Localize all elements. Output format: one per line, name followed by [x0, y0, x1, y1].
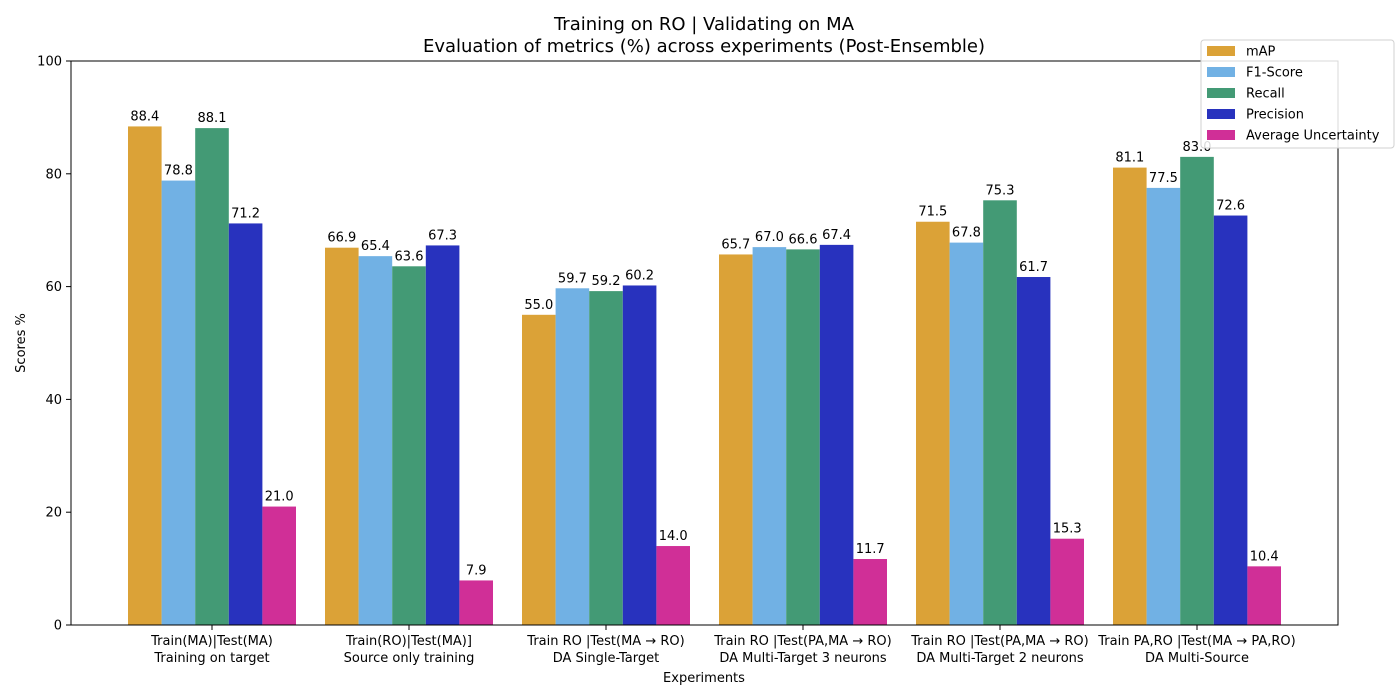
bar-value-labels: 88.4 66.9 55.0 65.7 71.5 81.1 78.8 65.4 59.7 67.0… — [130, 109, 1278, 578]
bar-value-label: 66.9 — [327, 231, 356, 246]
y-tick-label: 0 — [54, 619, 62, 634]
bar-average-uncertainty-1 — [459, 580, 493, 625]
x-tick-label: Train RO |Test(PA,MA → RO) DA Multi-Targe… — [910, 634, 1088, 666]
bar-precision-0 — [228, 223, 263, 625]
bar-recall-5 — [1180, 156, 1214, 625]
bar-recall-0 — [195, 128, 229, 625]
bar-value-label: 61.7 — [1019, 260, 1048, 275]
y-tick-label: 80 — [45, 167, 62, 182]
bar-value-label: 67.0 — [755, 230, 784, 245]
y-tick-label: 60 — [45, 280, 62, 295]
legend-entry: Recall — [1246, 87, 1285, 102]
legend-swatch — [1207, 46, 1235, 56]
legend-swatch — [1207, 88, 1235, 98]
bar-value-label: 7.9 — [466, 563, 487, 578]
legend: mAP F1-Score Recall Precision Average Uncert… — [1200, 39, 1395, 149]
bar-map-0 — [128, 126, 162, 625]
y-tick-label: 20 — [45, 506, 62, 521]
bar-value-label: 60.2 — [625, 268, 654, 283]
legend-frame — [1200, 39, 1395, 149]
bar-f1-score-0 — [161, 180, 196, 625]
bar-value-label: 11.7 — [856, 542, 885, 557]
bar-map-5 — [1113, 167, 1147, 625]
bar-recall-4 — [983, 200, 1017, 626]
bar-value-label: 59.2 — [592, 274, 621, 289]
x-tick-label: Train RO |Test(MA → RO) DA Single-Target — [526, 634, 684, 666]
bar-value-label: 15.3 — [1053, 522, 1082, 537]
bar-average-uncertainty-3 — [853, 559, 887, 625]
y-tick-label: 100 — [37, 55, 62, 70]
bar-value-label: 59.7 — [558, 271, 587, 286]
bar-precision-2 — [622, 285, 657, 625]
bar-average-uncertainty-5 — [1247, 566, 1281, 625]
bar-value-label: 10.4 — [1250, 549, 1279, 564]
bar-recall-1 — [392, 266, 426, 625]
bar-value-label: 67.3 — [428, 228, 457, 243]
bar-value-label: 81.1 — [1115, 151, 1144, 166]
legend-entry: Precision — [1246, 108, 1304, 123]
bar-value-label: 71.2 — [231, 206, 260, 221]
bar-recall-3 — [786, 249, 820, 625]
legend-entry: F1-Score — [1246, 66, 1303, 81]
y-tick-label: 40 — [45, 393, 62, 408]
chart-title: Training on RO | Validating on MA — [553, 14, 855, 35]
y-axis-label: Scores % — [14, 313, 29, 373]
bar-recall-2 — [589, 291, 623, 625]
bar-value-label: 88.4 — [130, 109, 159, 124]
bar-value-label: 67.4 — [822, 228, 851, 243]
bar-f1-score-3 — [752, 247, 787, 625]
bar-value-label: 21.0 — [265, 490, 294, 505]
bar-average-uncertainty-4 — [1050, 538, 1084, 625]
bar-average-uncertainty-2 — [656, 546, 690, 625]
bar-value-label: 67.8 — [952, 226, 981, 241]
x-tick-label: Train PA,RO |Test(MA → PA,RO) DA Multi-So… — [1097, 634, 1295, 666]
plot-frame — [70, 60, 1339, 626]
bar-value-label: 14.0 — [659, 529, 688, 544]
legend-swatch — [1207, 130, 1235, 140]
bar-value-label: 78.8 — [164, 164, 193, 179]
legend-entry: mAP — [1246, 45, 1276, 60]
bar-average-uncertainty-0 — [262, 506, 296, 625]
bar-map-2 — [522, 314, 556, 625]
bar-map-4 — [916, 221, 950, 626]
chart-subtitle: Evaluation of metrics (%) across experim… — [423, 36, 985, 57]
x-axis-label: Experiments — [663, 671, 745, 686]
bar-f1-score-4 — [949, 242, 984, 625]
x-axis: Train(MA)|Test(MA) Training on target Trai… — [150, 625, 1296, 666]
bar-precision-1 — [425, 245, 460, 626]
bar-value-label: 72.6 — [1216, 199, 1245, 214]
bar-value-label: 63.6 — [395, 249, 424, 264]
bar-value-label: 55.0 — [524, 298, 553, 313]
x-tick-label: Train(RO)|Test(MA)] Source only training — [344, 634, 475, 666]
bars-layer — [128, 126, 1281, 626]
bar-f1-score-2 — [555, 288, 590, 625]
bar-precision-5 — [1213, 215, 1248, 625]
x-tick-label: Train RO |Test(PA,MA → RO) DA Multi-Targe… — [713, 634, 891, 666]
bar-value-label: 66.6 — [789, 232, 818, 247]
bar-f1-score-5 — [1146, 187, 1181, 625]
bar-value-label: 88.1 — [198, 111, 227, 126]
legend-swatch — [1207, 67, 1235, 77]
bar-value-label: 75.3 — [986, 183, 1015, 198]
legend-swatch — [1207, 109, 1235, 119]
bar-precision-4 — [1016, 277, 1051, 625]
bar-map-3 — [719, 254, 753, 625]
y-axis: 0 20 40 60 80 100 — [37, 55, 71, 634]
bar-precision-3 — [819, 244, 854, 625]
legend-entry: Average Uncertainty — [1246, 129, 1380, 144]
bar-value-label: 65.4 — [361, 239, 390, 254]
bar-map-1 — [325, 247, 359, 625]
x-tick-label: Train(MA)|Test(MA) Training on target — [150, 634, 273, 666]
bar-f1-score-1 — [358, 256, 393, 625]
bar-value-label: 77.5 — [1149, 171, 1178, 186]
bar-value-label: 65.7 — [721, 237, 750, 252]
bar-value-label: 71.5 — [918, 205, 947, 220]
